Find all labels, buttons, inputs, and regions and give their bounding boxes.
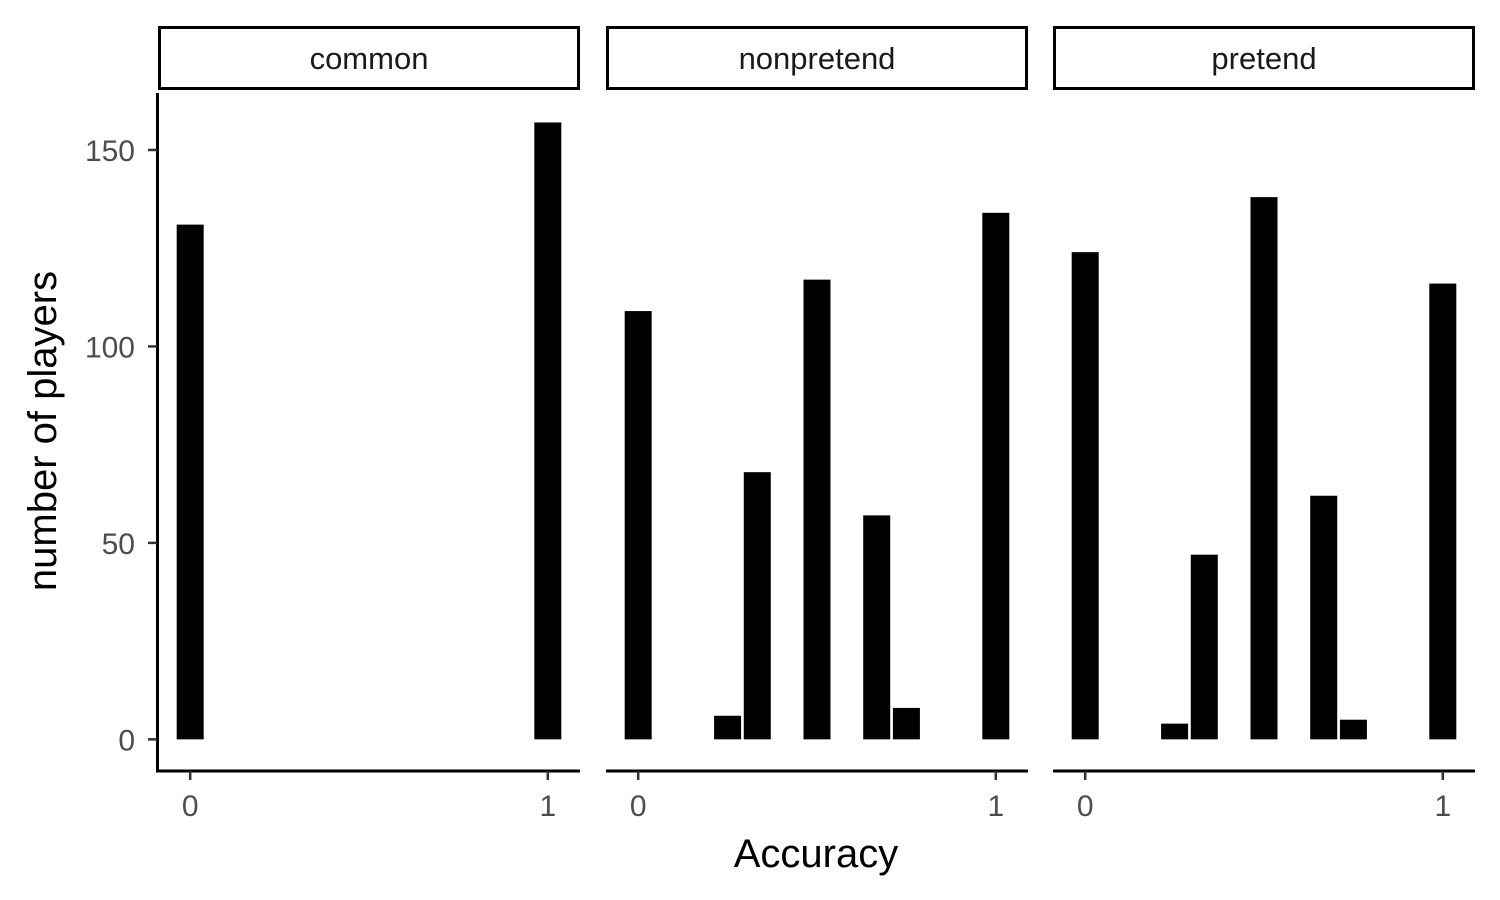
x-tick-label: 0	[182, 790, 199, 823]
bar-nonpretend-2	[743, 472, 771, 740]
facet-strip	[606, 26, 1028, 90]
y-tick-label: 100	[85, 331, 135, 364]
y-tick-label: 50	[102, 528, 135, 561]
bar-nonpretend-3	[803, 279, 831, 740]
facet-common: common 0 1	[158, 26, 580, 823]
bar-nonpretend-5	[892, 707, 920, 740]
x-tick-label: 1	[987, 790, 1004, 823]
facet-nonpretend: nonpretend 0 1	[606, 26, 1028, 823]
facet-strip	[158, 26, 580, 90]
bar-pretend-1	[1161, 723, 1189, 740]
x-tick-label: 1	[1434, 790, 1451, 823]
facet-panels: common 0 1 nonpretend 0 1 pretend 0 1	[158, 26, 1475, 823]
bar-nonpretend-4	[863, 515, 891, 740]
bar-common-0	[176, 224, 204, 740]
bar-nonpretend-6	[982, 212, 1010, 740]
bar-common-1	[534, 122, 562, 740]
x-axis-title: Accuracy	[734, 832, 899, 876]
x-tick-label: 0	[1077, 790, 1094, 823]
x-tick-label: 0	[630, 790, 647, 823]
bar-nonpretend-1	[714, 715, 742, 740]
y-axis-title: number of players	[21, 271, 65, 591]
y-tick-label: 0	[118, 724, 135, 757]
facet-strip-label: pretend	[1211, 41, 1316, 76]
facet-strip	[1053, 26, 1475, 90]
bar-pretend-4	[1310, 495, 1338, 740]
bar-pretend-5	[1339, 719, 1367, 740]
y-tick-label: 150	[85, 135, 135, 168]
bar-pretend-0	[1071, 252, 1099, 740]
bar-pretend-2	[1190, 554, 1218, 740]
facet-strip-label: nonpretend	[739, 41, 896, 76]
bar-nonpretend-0	[624, 311, 652, 740]
y-axis: 0 50 100 150	[85, 93, 159, 773]
bar-pretend-6	[1429, 283, 1457, 740]
bar-pretend-3	[1250, 197, 1278, 740]
facet-strip-label: common	[310, 41, 429, 76]
facet-pretend: pretend 0 1	[1053, 26, 1475, 823]
x-tick-label: 1	[539, 790, 556, 823]
